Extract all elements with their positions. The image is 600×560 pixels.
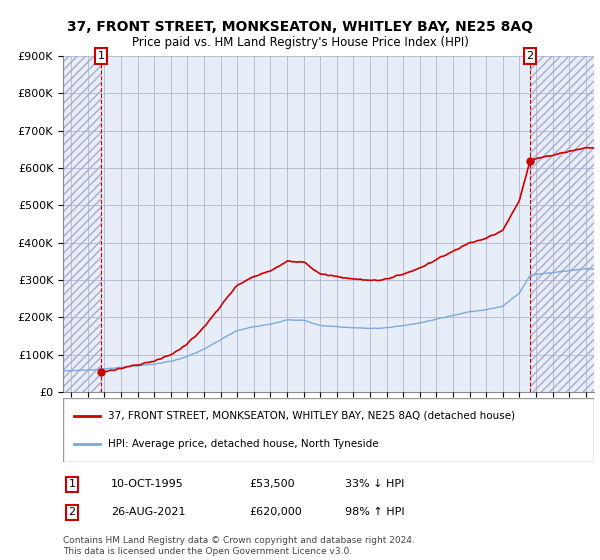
Text: £620,000: £620,000 <box>249 507 302 517</box>
FancyBboxPatch shape <box>63 398 594 462</box>
Text: 26-AUG-2021: 26-AUG-2021 <box>111 507 185 517</box>
Text: 10-OCT-1995: 10-OCT-1995 <box>111 479 184 489</box>
Text: 33% ↓ HPI: 33% ↓ HPI <box>345 479 404 489</box>
Text: 1: 1 <box>68 479 76 489</box>
Text: Contains HM Land Registry data © Crown copyright and database right 2024.
This d: Contains HM Land Registry data © Crown c… <box>63 536 415 556</box>
Text: 1: 1 <box>97 51 104 61</box>
Text: £53,500: £53,500 <box>249 479 295 489</box>
Text: 2: 2 <box>68 507 76 517</box>
Text: Price paid vs. HM Land Registry's House Price Index (HPI): Price paid vs. HM Land Registry's House … <box>131 36 469 49</box>
Bar <box>63 56 101 392</box>
Text: 37, FRONT STREET, MONKSEATON, WHITLEY BAY, NE25 8AQ (detached house): 37, FRONT STREET, MONKSEATON, WHITLEY BA… <box>108 410 515 421</box>
Text: HPI: Average price, detached house, North Tyneside: HPI: Average price, detached house, Nort… <box>108 439 379 449</box>
Bar <box>530 56 594 392</box>
Text: 98% ↑ HPI: 98% ↑ HPI <box>345 507 404 517</box>
Text: 2: 2 <box>527 51 533 61</box>
Text: 37, FRONT STREET, MONKSEATON, WHITLEY BAY, NE25 8AQ: 37, FRONT STREET, MONKSEATON, WHITLEY BA… <box>67 20 533 34</box>
